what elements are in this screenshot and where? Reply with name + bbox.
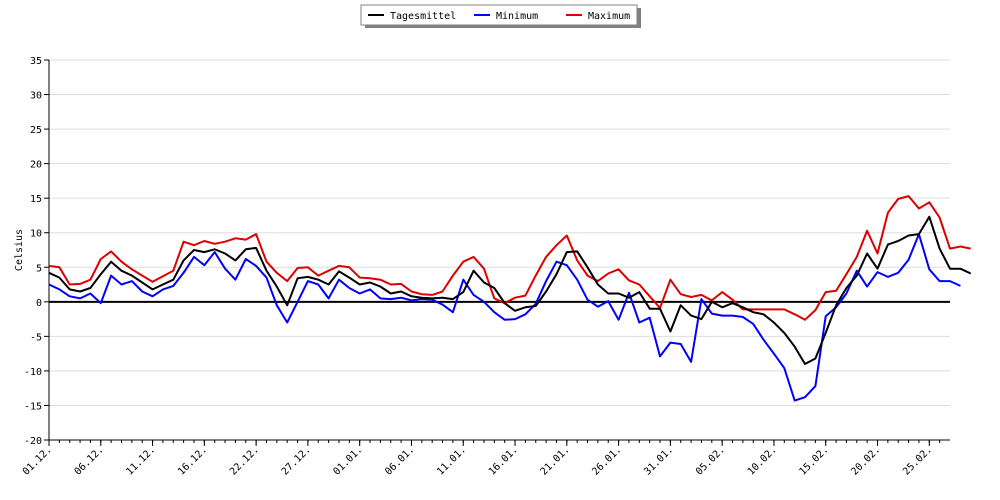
y-tick-label: -10	[24, 367, 42, 378]
y-axis-ticks: 35 30 25 20 15 10 5 0 -5 -10 -15 -20	[24, 56, 49, 447]
y-tick-label: 20	[30, 160, 42, 171]
grid-lines	[49, 59, 950, 406]
y-tick-label: 25	[30, 125, 42, 136]
series-line-maximum	[48, 195, 971, 321]
y-axis-title: Celsius	[14, 229, 25, 271]
series-line-minimum	[48, 233, 961, 402]
y-tick-label: 30	[30, 91, 42, 102]
y-tick-label: 0	[36, 298, 42, 309]
y-tick-label: 10	[30, 229, 42, 240]
legend-label: Minimum	[496, 11, 538, 22]
y-tick-label: -20	[24, 436, 42, 447]
series-lines	[48, 195, 972, 402]
y-tick-label: -15	[24, 401, 42, 412]
series-line-tagesmittel	[48, 215, 972, 365]
y-tick-label: 15	[30, 194, 42, 205]
y-tick-label: -5	[30, 332, 42, 343]
y-tick-label: 35	[30, 56, 42, 67]
legend-label: Maximum	[588, 11, 630, 22]
y-tick-label: 5	[36, 263, 42, 274]
legend: Tagesmittel Minimum Maximum	[360, 4, 641, 28]
legend-label: Tagesmittel	[390, 11, 456, 22]
plot-frame	[48, 60, 950, 441]
legend-box	[360, 4, 638, 26]
